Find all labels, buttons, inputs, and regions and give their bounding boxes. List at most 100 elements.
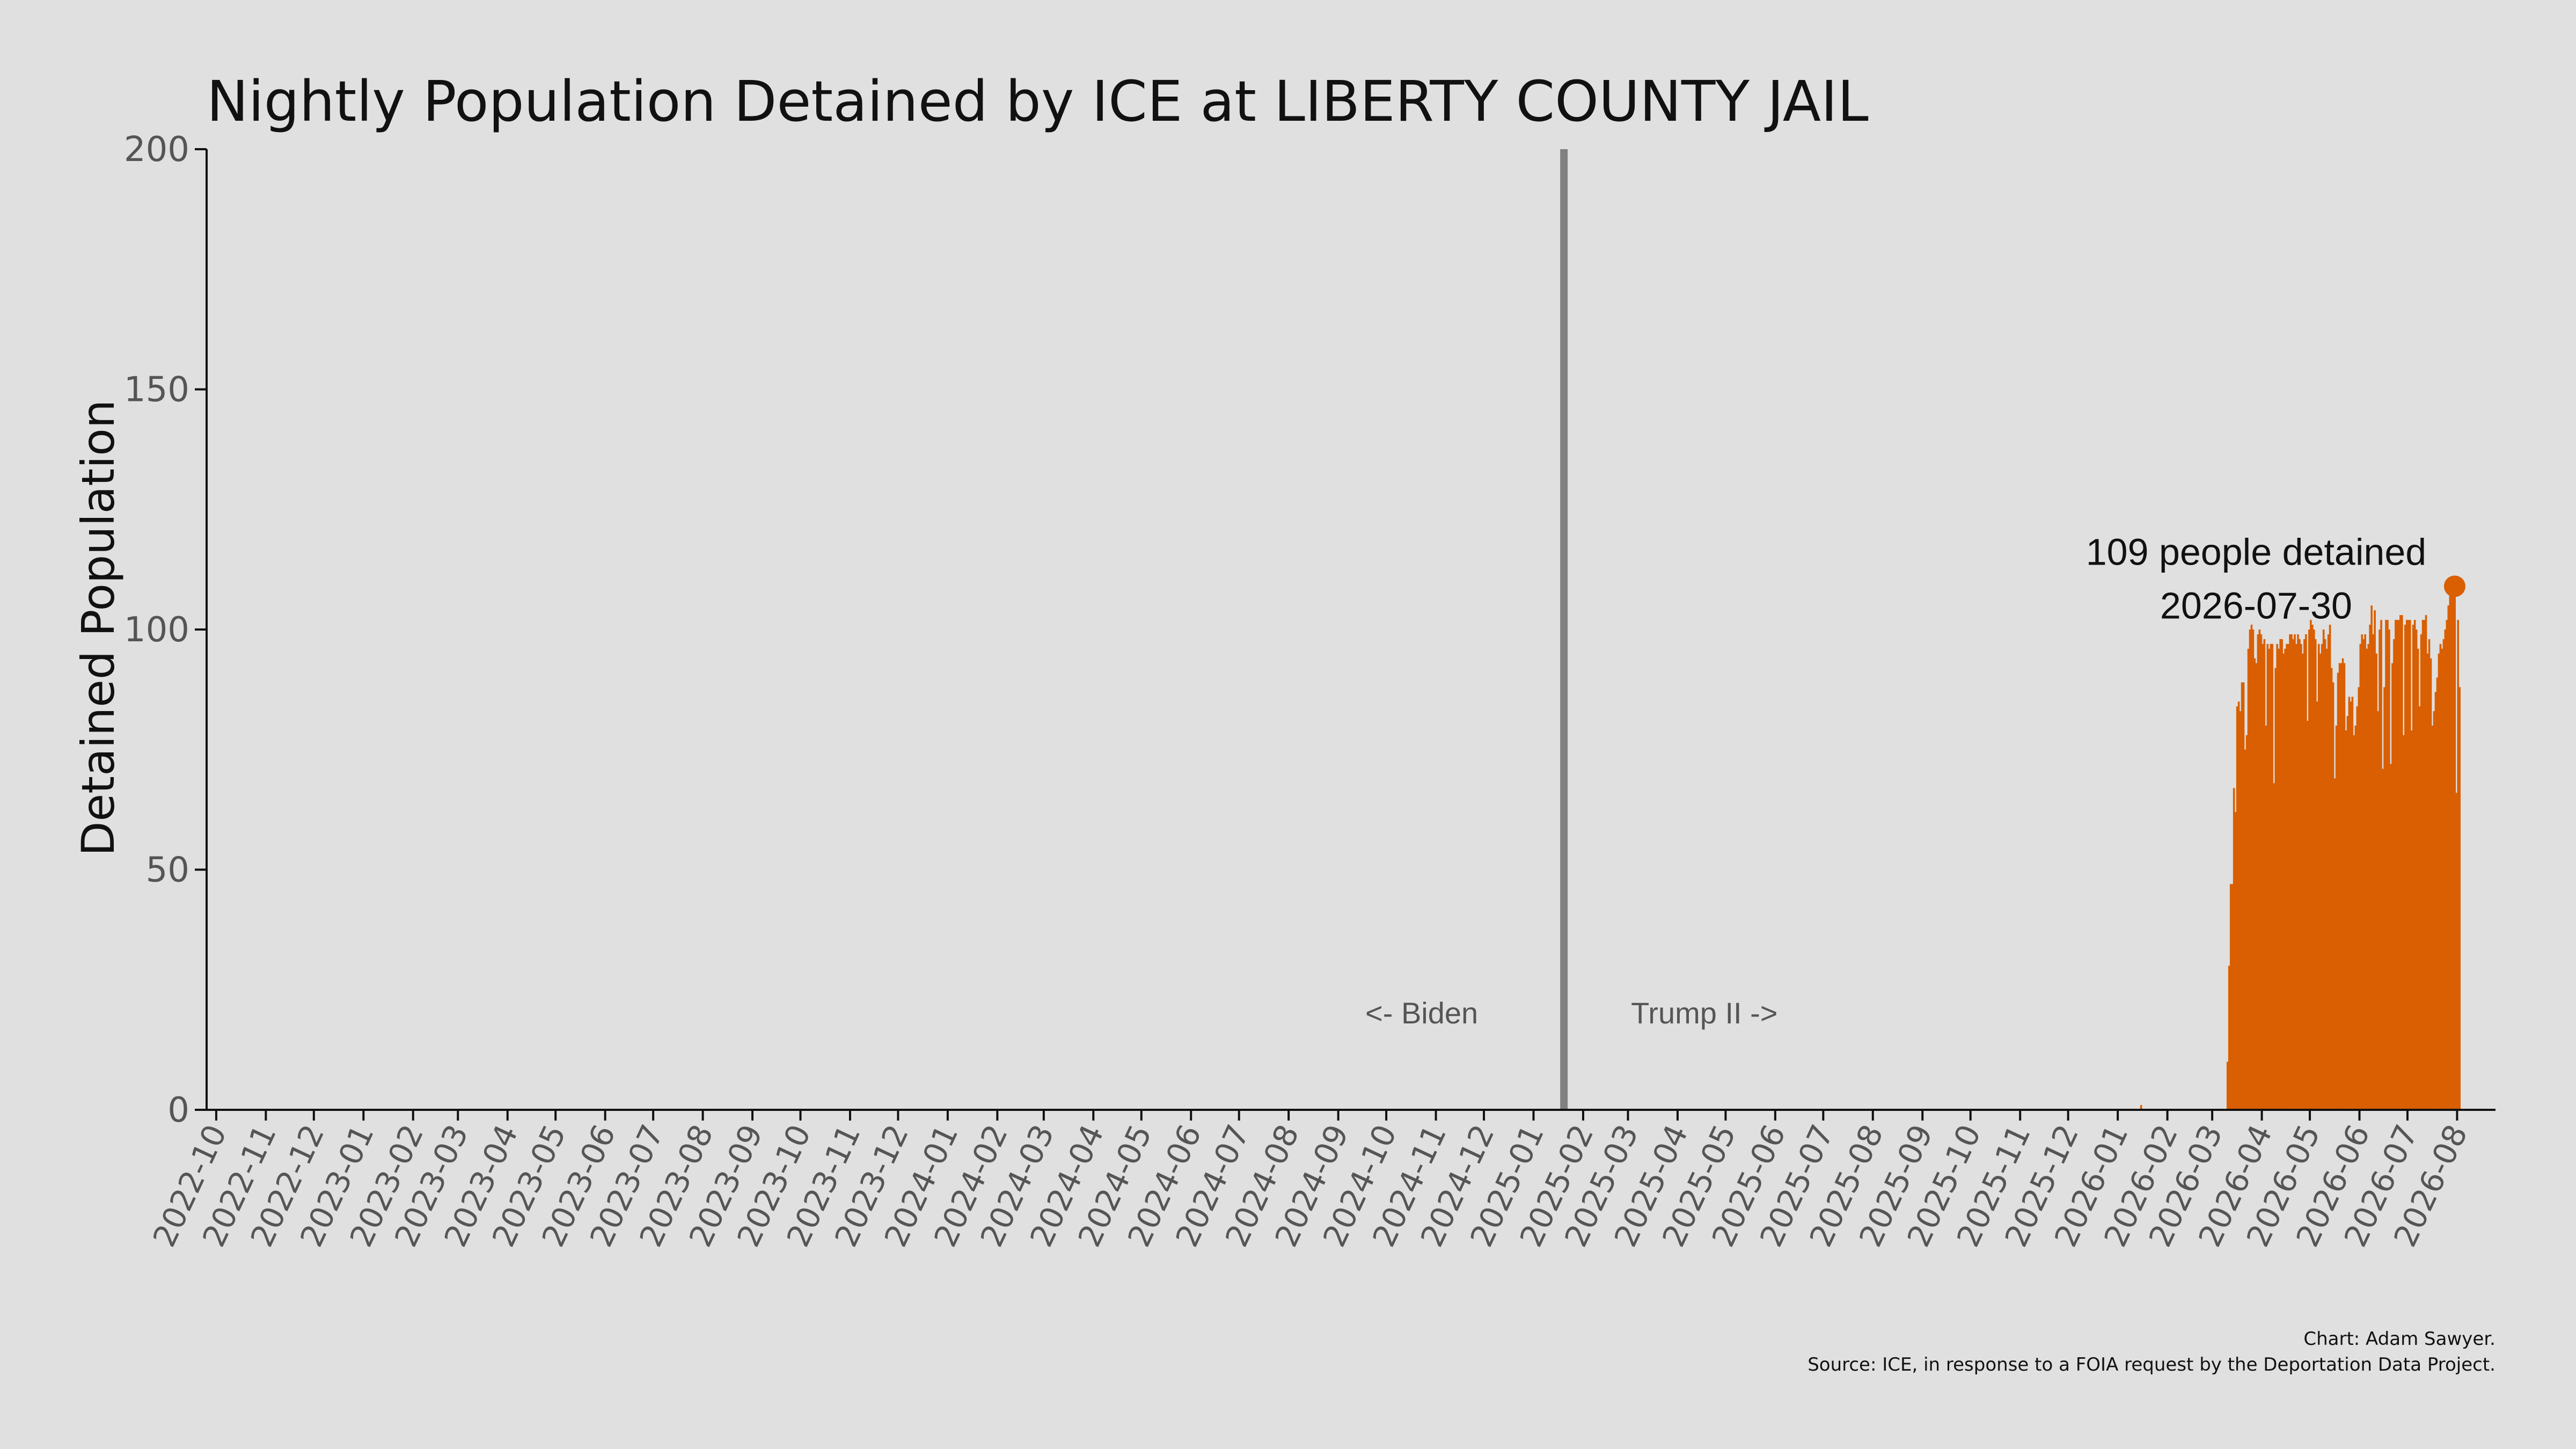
bar: [2228, 965, 2230, 1110]
bar: [2446, 620, 2448, 1110]
bar: [2310, 620, 2312, 1110]
bar: [2380, 620, 2382, 1110]
bar: [2279, 639, 2281, 1110]
bar: [2410, 730, 2413, 1110]
bar: [2433, 711, 2435, 1110]
y-tick-label: 150: [124, 370, 189, 410]
bar: [2317, 643, 2320, 1110]
bar: [2391, 663, 2394, 1110]
bar: [2348, 697, 2351, 1110]
bar: [2242, 682, 2245, 1110]
bar: [2369, 625, 2371, 1110]
bar: [2253, 658, 2256, 1110]
bar: [2370, 605, 2373, 1110]
y-tick-label: 100: [124, 610, 189, 650]
bar: [2425, 615, 2427, 1110]
bar: [2423, 620, 2426, 1110]
bar: [2438, 653, 2440, 1110]
bar: [2314, 639, 2317, 1110]
bar: [2229, 884, 2232, 1110]
bar: [2322, 630, 2325, 1110]
bar: [2245, 735, 2248, 1110]
bar: [2292, 639, 2294, 1110]
bar: [2458, 687, 2461, 1110]
bar: [2450, 591, 2453, 1110]
y-axis-ticks: 0 50 100 150 200: [124, 130, 207, 1130]
chart-source: Source: ICE, in response to a FOIA reque…: [1807, 1354, 2496, 1375]
bar: [2266, 643, 2269, 1110]
bar: [2409, 620, 2411, 1110]
bar: [2431, 726, 2434, 1110]
bar: [2333, 778, 2336, 1110]
bar: [2311, 625, 2314, 1110]
bar: [2346, 716, 2349, 1110]
bar: [2434, 692, 2437, 1110]
bar: [2236, 706, 2238, 1110]
bar: [2426, 653, 2429, 1110]
bar: [2305, 634, 2307, 1110]
bar: [2413, 620, 2416, 1110]
bar: [2354, 726, 2357, 1110]
y-tick-label: 200: [124, 130, 189, 170]
bar: [2340, 663, 2343, 1110]
bar: [2231, 884, 2234, 1110]
bar: [2250, 625, 2253, 1110]
bar: [2401, 615, 2403, 1110]
bar: [2364, 634, 2367, 1110]
bar: [2387, 620, 2389, 1110]
bar: [2255, 663, 2258, 1110]
bar: [2278, 648, 2280, 1110]
bar: [2273, 783, 2275, 1110]
bar: [2439, 643, 2442, 1110]
bar: [2260, 634, 2263, 1110]
bar: [2374, 610, 2376, 1110]
bar: [2338, 663, 2341, 1110]
bar: [2252, 630, 2255, 1110]
bar: [2407, 620, 2410, 1110]
bar: [2372, 634, 2374, 1110]
bar: [2390, 764, 2392, 1110]
bar: [2457, 620, 2460, 1110]
bar: [2398, 620, 2400, 1110]
bar: [2403, 735, 2405, 1110]
bar: [2449, 596, 2451, 1110]
chart-title: Nightly Population Detained by ICE at LI…: [207, 69, 1869, 134]
bar: [2335, 726, 2338, 1110]
bar: [2404, 625, 2406, 1110]
bar: [2282, 653, 2285, 1110]
bar: [2249, 630, 2251, 1110]
bar: [2351, 697, 2354, 1110]
bar: [2226, 1062, 2229, 1110]
bar: [2412, 625, 2414, 1110]
bar: [2353, 735, 2355, 1110]
bar: [2325, 648, 2328, 1110]
bar: [2377, 711, 2379, 1110]
bar: [2263, 639, 2266, 1110]
bar: [2447, 605, 2450, 1110]
bar: [2276, 643, 2278, 1110]
bar: [2421, 620, 2424, 1110]
bar: [2361, 634, 2363, 1110]
bar: [2241, 682, 2243, 1110]
bar: [2385, 620, 2387, 1110]
bar: [2358, 687, 2360, 1110]
bar: [2324, 639, 2326, 1110]
bar: [2399, 615, 2402, 1110]
bar: [2270, 643, 2272, 1110]
bar: [2375, 653, 2377, 1110]
bar: [2239, 711, 2242, 1110]
biden-era-label: <- Biden: [1365, 996, 1478, 1030]
bar: [2428, 639, 2431, 1110]
bar: [2303, 639, 2306, 1110]
bar: [2382, 769, 2384, 1110]
bar: [2455, 793, 2458, 1110]
x-axis-ticks: 2022-102022-112022-122023-012023-022023-…: [146, 1110, 2475, 1253]
bar: [2316, 701, 2318, 1110]
bar: [2417, 648, 2419, 1110]
bar: [2233, 788, 2235, 1110]
bar: [2367, 643, 2369, 1110]
bar: [2234, 812, 2237, 1110]
bar: [2441, 648, 2443, 1110]
bar: [2393, 639, 2395, 1110]
